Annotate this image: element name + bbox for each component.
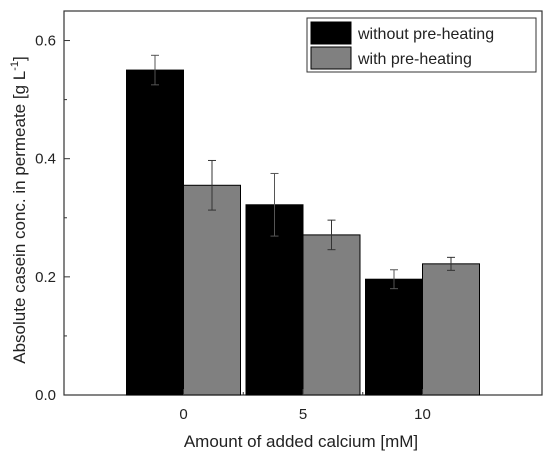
x-axis-title: Amount of added calcium [mM] <box>184 432 418 451</box>
x-tick-label: 10 <box>414 406 431 423</box>
error-bar-group <box>151 54 455 290</box>
bar-group <box>126 69 480 396</box>
y-axis-title-main: Absolute casein conc. in permeate [g L <box>10 71 29 364</box>
y-tick-label: 0.4 <box>35 151 56 168</box>
legend-label-without-pre-heating: without pre-heating <box>357 26 494 43</box>
y-tick-label: 0.6 <box>35 33 56 50</box>
bar-without-pre-heating-10 <box>365 278 423 396</box>
bar-without-pre-heating-0 <box>126 69 184 396</box>
bar-with-pre-heating-5 <box>302 234 361 396</box>
y-axis-title-suffix: ] <box>10 56 29 61</box>
legend: without pre-heating with pre-heating <box>306 17 537 73</box>
x-tick-label: 0 <box>179 406 187 423</box>
legend-label-with-pre-heating: with pre-heating <box>357 51 472 68</box>
legend-swatch-with-pre-heating <box>310 46 352 70</box>
y-tick-label: 0.0 <box>35 387 56 404</box>
legend-swatch-without-pre-heating <box>310 21 352 45</box>
y-axis-title-superscript: -1 <box>9 61 21 71</box>
bar-with-pre-heating-0 <box>183 184 241 396</box>
tick-group: 0.0 0.2 0.4 0.6 0 5 10 <box>35 33 431 423</box>
y-tick-label: 0.2 <box>35 269 56 286</box>
x-tick-label: 5 <box>299 406 307 423</box>
y-axis-title: Absolute casein conc. in permeate [g L-1… <box>9 56 29 363</box>
bar-with-pre-heating-10 <box>422 263 480 396</box>
